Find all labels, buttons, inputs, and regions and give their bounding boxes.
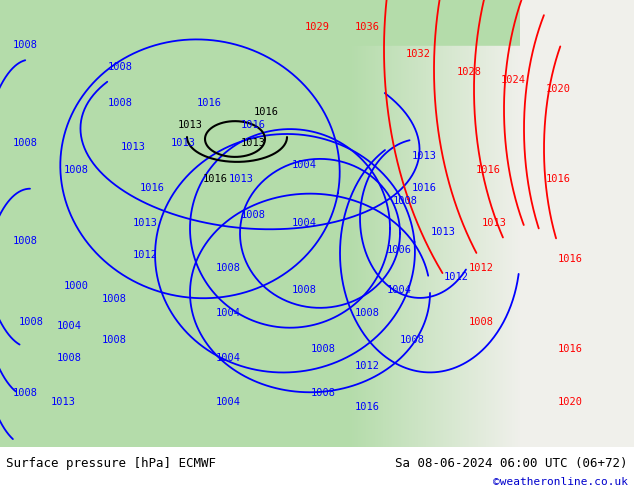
Text: 1013: 1013 <box>51 397 75 407</box>
Text: 1016: 1016 <box>558 254 583 264</box>
Text: 1008: 1008 <box>13 388 37 398</box>
Text: 1016: 1016 <box>197 98 221 108</box>
Text: 1012: 1012 <box>133 250 158 260</box>
Text: 1013: 1013 <box>228 174 253 184</box>
Text: 1016: 1016 <box>476 165 500 175</box>
Text: 1004: 1004 <box>292 219 316 228</box>
Text: 1008: 1008 <box>399 335 424 344</box>
Text: 1004: 1004 <box>216 397 240 407</box>
Text: 1008: 1008 <box>13 40 37 49</box>
Text: 1028: 1028 <box>456 67 481 76</box>
Text: 1016: 1016 <box>139 183 164 193</box>
Text: 1029: 1029 <box>304 22 329 32</box>
Text: 1013: 1013 <box>120 143 145 152</box>
Text: 1013: 1013 <box>241 138 266 148</box>
Text: 1020: 1020 <box>558 397 583 407</box>
Text: 1008: 1008 <box>241 210 266 220</box>
Text: Surface pressure [hPa] ECMWF: Surface pressure [hPa] ECMWF <box>6 457 216 470</box>
Text: 1016: 1016 <box>355 402 380 412</box>
Text: 1006: 1006 <box>387 245 411 255</box>
Text: 1008: 1008 <box>292 286 316 295</box>
Text: 1013: 1013 <box>412 151 437 161</box>
Text: 1004: 1004 <box>57 321 82 331</box>
Text: 1008: 1008 <box>101 294 126 304</box>
Text: 1004: 1004 <box>292 160 316 171</box>
Text: 1000: 1000 <box>63 281 88 291</box>
Text: 1008: 1008 <box>101 335 126 344</box>
Text: 1008: 1008 <box>19 317 44 327</box>
Text: 1008: 1008 <box>108 62 133 72</box>
Text: 1012: 1012 <box>355 362 380 371</box>
Text: 1008: 1008 <box>393 196 418 206</box>
Text: ©weatheronline.co.uk: ©weatheronline.co.uk <box>493 477 628 487</box>
Text: 1036: 1036 <box>355 22 380 32</box>
Text: 1008: 1008 <box>13 236 37 246</box>
Text: 1013: 1013 <box>171 138 196 148</box>
Text: 1008: 1008 <box>311 343 335 354</box>
Text: 1016: 1016 <box>545 174 570 184</box>
Text: 1020: 1020 <box>545 84 570 95</box>
Text: 1012: 1012 <box>469 263 494 273</box>
Text: 1032: 1032 <box>406 49 430 59</box>
Text: 1008: 1008 <box>469 317 494 327</box>
Text: 1013: 1013 <box>431 227 456 237</box>
Text: 1008: 1008 <box>311 388 335 398</box>
Text: 1016: 1016 <box>254 107 278 117</box>
Text: 1008: 1008 <box>108 98 133 108</box>
Text: 1016: 1016 <box>558 343 583 354</box>
Text: 1012: 1012 <box>444 272 469 282</box>
Text: 1016: 1016 <box>412 183 437 193</box>
Text: 1004: 1004 <box>216 308 240 318</box>
Text: 1013: 1013 <box>482 219 507 228</box>
Text: 1008: 1008 <box>355 308 380 318</box>
Text: Sa 08-06-2024 06:00 UTC (06+72): Sa 08-06-2024 06:00 UTC (06+72) <box>395 457 628 470</box>
Text: 1004: 1004 <box>216 352 240 363</box>
Text: 1024: 1024 <box>501 75 526 85</box>
Text: 1008: 1008 <box>63 165 88 175</box>
Text: 1013: 1013 <box>178 120 202 130</box>
Text: 1016: 1016 <box>203 174 228 184</box>
Text: 1013: 1013 <box>133 219 158 228</box>
Text: 1016: 1016 <box>241 120 266 130</box>
Text: 1008: 1008 <box>13 138 37 148</box>
Text: 1008: 1008 <box>57 352 82 363</box>
Text: 1008: 1008 <box>216 263 240 273</box>
Text: 1004: 1004 <box>387 286 411 295</box>
